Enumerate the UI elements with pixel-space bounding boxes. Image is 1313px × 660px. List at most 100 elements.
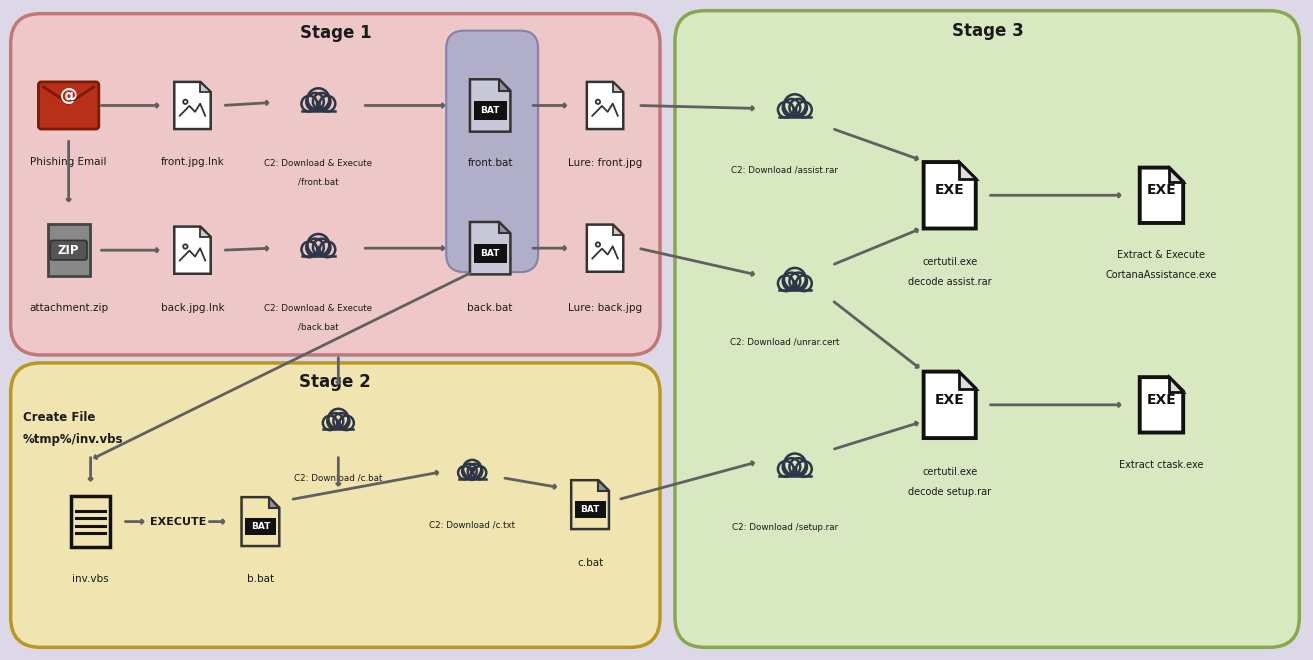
Text: /back.bat: /back.bat <box>298 323 339 331</box>
Circle shape <box>789 273 807 290</box>
Circle shape <box>307 88 330 110</box>
Polygon shape <box>923 162 976 228</box>
Text: C2: Download & Execute: C2: Download & Execute <box>264 159 373 168</box>
Polygon shape <box>958 162 976 180</box>
Circle shape <box>789 458 807 476</box>
Polygon shape <box>587 82 624 129</box>
Text: decode setup.rar: decode setup.rar <box>909 486 991 497</box>
Circle shape <box>783 273 801 290</box>
Polygon shape <box>175 82 210 129</box>
Text: b.bat: b.bat <box>247 574 274 585</box>
Circle shape <box>462 464 477 478</box>
FancyBboxPatch shape <box>38 82 98 129</box>
Text: certutil.exe: certutil.exe <box>922 467 977 477</box>
Polygon shape <box>470 222 511 275</box>
FancyBboxPatch shape <box>675 11 1300 647</box>
Polygon shape <box>587 224 624 272</box>
Polygon shape <box>175 226 210 274</box>
Circle shape <box>306 239 324 256</box>
Text: @: @ <box>59 87 77 106</box>
Text: CortanaAssistance.exe: CortanaAssistance.exe <box>1106 270 1217 280</box>
Text: back.bat: back.bat <box>467 303 513 313</box>
Polygon shape <box>571 480 609 529</box>
Text: front.jpg.lnk: front.jpg.lnk <box>160 157 225 168</box>
Circle shape <box>306 93 324 110</box>
Bar <box>302 249 335 257</box>
Bar <box>302 104 335 111</box>
Polygon shape <box>201 226 210 237</box>
Polygon shape <box>958 372 976 389</box>
Text: inv.vbs: inv.vbs <box>72 574 109 585</box>
Bar <box>47 224 89 276</box>
Circle shape <box>796 461 811 477</box>
FancyBboxPatch shape <box>11 14 660 355</box>
Text: C2: Download /c.bat: C2: Download /c.bat <box>294 473 382 482</box>
Text: Create File: Create File <box>22 411 95 424</box>
Bar <box>323 423 353 430</box>
Text: EXECUTE: EXECUTE <box>150 517 206 527</box>
FancyBboxPatch shape <box>446 30 538 272</box>
Circle shape <box>302 242 318 257</box>
Polygon shape <box>923 372 976 438</box>
Text: c.bat: c.bat <box>576 558 603 568</box>
Text: Lure: back.jpg: Lure: back.jpg <box>569 303 642 313</box>
Circle shape <box>323 416 337 430</box>
Circle shape <box>784 453 806 475</box>
Bar <box>71 496 110 546</box>
Text: EXE: EXE <box>1146 393 1176 407</box>
Polygon shape <box>1169 168 1183 182</box>
Text: BAT: BAT <box>251 522 270 531</box>
Circle shape <box>789 99 807 116</box>
Circle shape <box>328 409 348 429</box>
Circle shape <box>312 93 331 110</box>
Text: C2: Download & Execute: C2: Download & Execute <box>264 304 373 313</box>
Circle shape <box>319 96 335 112</box>
Bar <box>779 284 811 290</box>
Bar <box>779 110 811 117</box>
Circle shape <box>796 102 811 117</box>
Circle shape <box>784 94 806 116</box>
Text: EXE: EXE <box>935 393 965 407</box>
Circle shape <box>473 466 486 479</box>
Bar <box>779 469 811 476</box>
Polygon shape <box>613 224 624 235</box>
Text: certutil.exe: certutil.exe <box>922 257 977 267</box>
Text: Stage 3: Stage 3 <box>952 22 1024 40</box>
Text: C2: Download /setup.rar: C2: Download /setup.rar <box>731 523 838 532</box>
Text: BAT: BAT <box>481 106 500 116</box>
Text: Stage 1: Stage 1 <box>299 24 372 42</box>
Circle shape <box>783 99 801 116</box>
Text: BAT: BAT <box>481 249 500 258</box>
Circle shape <box>340 416 353 430</box>
Text: /front.bat: /front.bat <box>298 178 339 187</box>
Text: attachment.zip: attachment.zip <box>29 303 108 313</box>
FancyBboxPatch shape <box>50 240 87 260</box>
Bar <box>458 473 486 478</box>
Text: Phishing Email: Phishing Email <box>30 157 106 168</box>
Polygon shape <box>599 480 609 491</box>
Text: back.jpg.lnk: back.jpg.lnk <box>160 303 225 313</box>
Text: front.bat: front.bat <box>467 158 513 168</box>
Circle shape <box>302 96 318 112</box>
Circle shape <box>327 413 343 429</box>
Polygon shape <box>613 82 624 92</box>
Polygon shape <box>1169 377 1183 391</box>
Circle shape <box>777 275 793 291</box>
Text: EXE: EXE <box>935 183 965 197</box>
Bar <box>474 244 507 263</box>
Text: %tmp%/inv.vbs: %tmp%/inv.vbs <box>22 433 123 446</box>
Circle shape <box>777 461 793 477</box>
Text: BAT: BAT <box>580 505 600 514</box>
Circle shape <box>458 466 471 479</box>
Text: C2: Download /assist.rar: C2: Download /assist.rar <box>731 166 839 175</box>
Polygon shape <box>201 82 210 92</box>
Text: C2: Download /c.txt: C2: Download /c.txt <box>429 520 515 529</box>
Polygon shape <box>1140 377 1183 432</box>
Text: Extract & Execute: Extract & Execute <box>1117 250 1205 260</box>
Circle shape <box>334 413 349 429</box>
Circle shape <box>784 268 806 290</box>
Circle shape <box>796 275 811 291</box>
Polygon shape <box>242 497 280 546</box>
Text: C2: Download /unrar.cert: C2: Download /unrar.cert <box>730 337 839 346</box>
Polygon shape <box>269 497 280 508</box>
